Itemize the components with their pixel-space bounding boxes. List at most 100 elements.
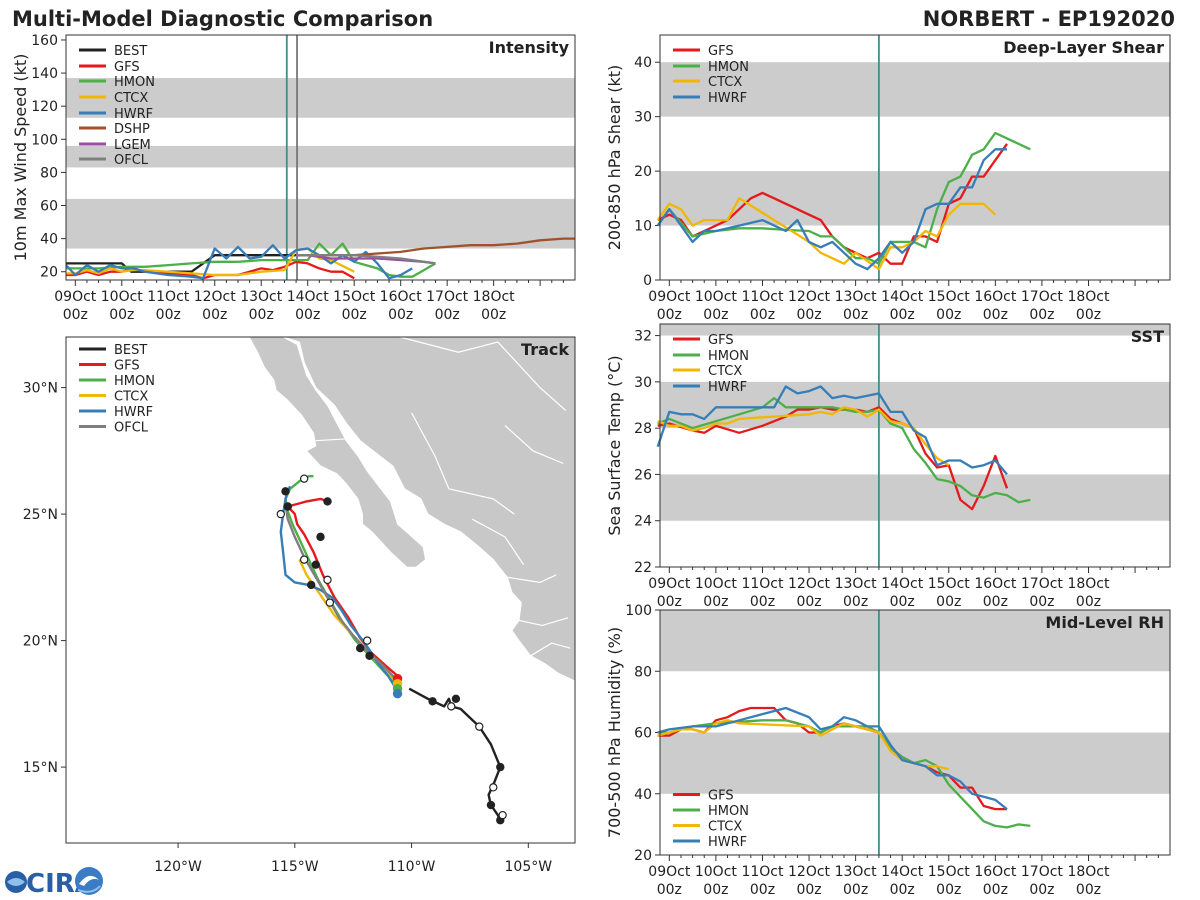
rh-legend-label-hwrf: HWRF xyxy=(708,835,747,850)
intensity-series-hmon xyxy=(66,242,437,278)
rh-y-tick-label: 20 xyxy=(634,848,652,864)
intensity-y-tick-label: 100 xyxy=(31,132,58,148)
sst-plot-area xyxy=(660,324,1170,567)
sst-x-tick-label: 13Oct xyxy=(835,576,878,592)
sst-x-tick-label: 00z xyxy=(983,594,1008,610)
track-legend-label-ofcl: OFCL xyxy=(114,421,149,436)
sst-ylabel: Sea Surface Temp (°C) xyxy=(605,355,624,535)
intensity-panel: 09Oct 00z 10Oct 00z 11Oct 00z 12Oct 00z 13Oct 00z… xyxy=(11,33,576,323)
sst-series-ctcx xyxy=(657,406,950,467)
intensity-y-tick-label: 80 xyxy=(40,165,58,181)
shear-x-tick-label: 00z xyxy=(936,307,961,323)
track-position-marker xyxy=(281,487,290,496)
intensity-x-tick-label: 11Oct xyxy=(147,289,190,305)
rh-x-tick-label: 09Oct xyxy=(648,864,691,880)
storm-id: NORBERT - EP192020 xyxy=(923,7,1175,31)
track-position-marker xyxy=(299,555,309,564)
shear-legend-label-hwrf: HWRF xyxy=(708,91,747,106)
sst-band xyxy=(660,381,1170,429)
track-position-marker xyxy=(316,532,325,542)
sst-legend-label-gfs: GFS xyxy=(708,333,734,348)
rh-x-tick-label: 00z xyxy=(750,882,775,898)
sst-x-tick-label: 00z xyxy=(796,594,821,610)
intensity-x-tick-label: 00z xyxy=(295,307,320,323)
rh-x-tick-label: 00z xyxy=(657,882,682,898)
track-position-marker xyxy=(306,580,316,590)
sst-x-tick-label: 00z xyxy=(890,594,915,610)
track-x-tick-label: 115°W xyxy=(271,859,319,875)
track-lines xyxy=(276,474,507,825)
rh-x-tick-label: 18Oct xyxy=(1067,864,1110,880)
shear-series-hmon xyxy=(656,131,1031,265)
state-border xyxy=(518,617,569,627)
globe-icon xyxy=(5,871,27,893)
shear-x-tick-label: 00z xyxy=(1029,307,1054,323)
track-y-tick-label: 25°N xyxy=(23,507,58,523)
sst-y-tick-label: 26 xyxy=(634,467,652,483)
shear-x-tick-label: 17Oct xyxy=(1021,289,1064,305)
shear-legend-label-gfs: GFS xyxy=(708,44,734,59)
intensity-x-tick-label: 00z xyxy=(388,307,413,323)
intensity-x-tick-label: 12Oct xyxy=(194,289,237,305)
intensity-x-tick-label: 14Oct xyxy=(287,289,330,305)
rh-title: Mid-Level RH xyxy=(1045,613,1164,632)
shear-x-tick-label: 14Oct xyxy=(881,289,924,305)
rh-y-tick-label: 40 xyxy=(634,787,652,803)
rh-x-tick-label: 15Oct xyxy=(928,864,971,880)
rh-legend-label-ctcx: CTCX xyxy=(708,820,742,835)
shear-x-tick-label: 15Oct xyxy=(928,289,971,305)
intensity-x-tick-label: 00z xyxy=(156,307,181,323)
shear-y-tick-label: 40 xyxy=(634,55,652,71)
track-position-marker xyxy=(276,509,286,519)
intensity-x-tick-label: 16Oct xyxy=(380,289,423,305)
track-position-marker xyxy=(486,800,496,810)
sst-x-tick-label: 00z xyxy=(657,594,682,610)
sst-panel: 09Oct 00z 10Oct 00z 11Oct 00z 12Oct 00z 13Oct 00z… xyxy=(605,323,1171,610)
track-title: Track xyxy=(521,340,569,359)
state-border xyxy=(504,425,564,465)
sst-x-tick-label: 11Oct xyxy=(741,576,784,592)
intensity-legend-label-ctcx: CTCX xyxy=(114,91,148,106)
rh-x-tick-label: 00z xyxy=(703,882,728,898)
sst-x-tick-label: 09Oct xyxy=(648,576,691,592)
track-position-marker xyxy=(489,783,498,792)
track-position-marker xyxy=(475,722,484,731)
intensity-band xyxy=(66,198,575,249)
intensity-x-tick-label: 00z xyxy=(342,307,367,323)
land-baja-california xyxy=(248,337,427,568)
sst-title: SST xyxy=(1131,327,1164,346)
intensity-y-tick-label: 60 xyxy=(40,199,58,215)
rh-ylabel: 700-500 hPa Humidity (%) xyxy=(605,627,624,838)
track-position-marker xyxy=(362,636,372,645)
rh-y-tick-label: 100 xyxy=(625,603,652,619)
intensity-x-tick-label: 17Oct xyxy=(426,289,469,305)
intensity-legend-label-gfs: GFS xyxy=(114,60,140,75)
intensity-title: Intensity xyxy=(489,38,570,57)
sst-x-tick-label: 15Oct xyxy=(928,576,971,592)
track-x-tick-label: 110°W xyxy=(388,859,436,875)
state-border xyxy=(448,488,515,515)
sst-legend-label-ctcx: CTCX xyxy=(708,364,742,379)
rh-panel: 09Oct 00z 10Oct 00z 11Oct 00z 12Oct 00z 13Oct 00z… xyxy=(605,603,1171,898)
track-x-tick-label: 105°W xyxy=(505,859,553,875)
rh-x-tick-label: 12Oct xyxy=(788,864,831,880)
track-position-marker xyxy=(323,575,332,585)
shear-x-tick-label: 18Oct xyxy=(1067,289,1110,305)
rh-legend-label-hmon: HMON xyxy=(708,804,749,819)
rh-y-tick-label: 60 xyxy=(634,726,652,742)
track-x-tick-label: 120°W xyxy=(154,859,202,875)
intensity-y-tick-label: 20 xyxy=(40,265,58,281)
shear-band xyxy=(660,62,1170,117)
intensity-x-tick-label: 00z xyxy=(109,307,134,323)
sst-x-tick-label: 00z xyxy=(703,594,728,610)
sst-legend-label-hwrf: HWRF xyxy=(708,380,747,395)
intensity-x-tick-label: 18Oct xyxy=(473,289,516,305)
shear-title: Deep-Layer Shear xyxy=(1003,38,1164,57)
shear-x-tick-label: 16Oct xyxy=(974,289,1017,305)
track-legend-label-best: BEST xyxy=(114,343,147,358)
rh-legend-label-gfs: GFS xyxy=(708,789,734,804)
shear-x-tick-label: 00z xyxy=(657,307,682,323)
intensity-frame xyxy=(65,34,576,281)
sst-band xyxy=(660,324,1170,336)
